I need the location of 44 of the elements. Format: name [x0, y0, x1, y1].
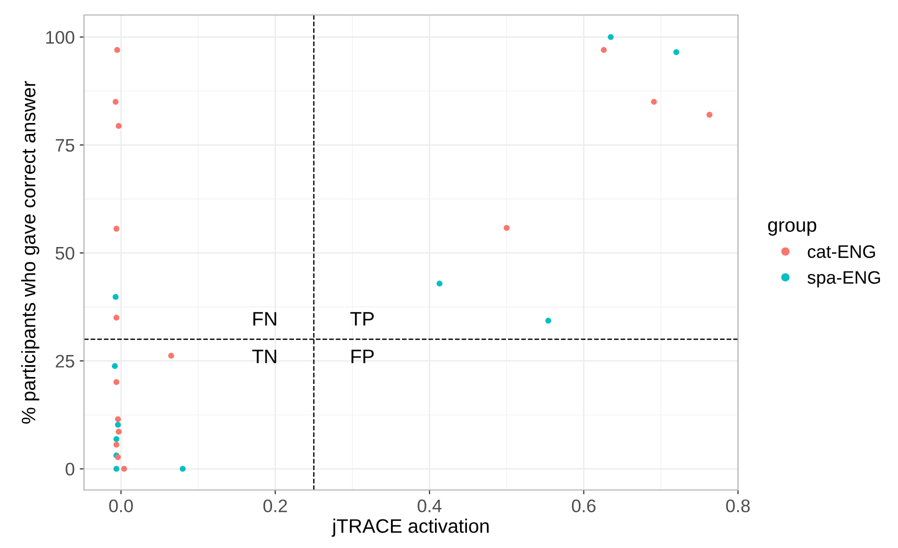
point: [706, 112, 712, 118]
point: [112, 363, 118, 370]
y-tick-label: 75: [56, 139, 74, 152]
point: [545, 318, 552, 324]
x-tick-label: 0.0: [109, 500, 133, 512]
legend-title: group: [768, 221, 816, 236]
annotation: FP: [352, 350, 374, 364]
point: [121, 466, 128, 472]
point: [650, 98, 657, 105]
y-tick-label: 0: [66, 462, 74, 476]
point: [113, 226, 120, 232]
point: [113, 442, 120, 448]
point: [116, 428, 122, 435]
point: [114, 422, 121, 428]
x-tick-label: 0.8: [726, 500, 750, 512]
point: [113, 436, 120, 442]
x-tick-label: 0.4: [418, 500, 442, 512]
x-tick-label: 0.2: [263, 500, 287, 512]
y-axis-title: % participants who gave correct answer: [21, 80, 40, 424]
point: [114, 416, 121, 422]
y-tick-label: 50: [56, 246, 74, 260]
point: [168, 352, 174, 359]
point: [504, 224, 510, 231]
point: [116, 123, 122, 129]
point: [114, 47, 120, 53]
point: [608, 34, 614, 40]
x-axis-title: jTRACE activation: [332, 518, 489, 537]
legend-label: cat-ENG: [808, 245, 875, 258]
point: [113, 379, 120, 385]
point: [112, 98, 119, 105]
point: [180, 466, 186, 472]
point: [112, 294, 119, 300]
annotation: TP: [350, 312, 374, 326]
point: [113, 314, 120, 321]
annotation: TN: [252, 350, 276, 364]
x-tick-label: 0.6: [572, 500, 596, 512]
y-tick-label: 25: [56, 354, 74, 368]
point: [436, 280, 442, 287]
legend-label: spa-ENG: [808, 271, 880, 288]
y-tick-label: 100: [46, 30, 74, 44]
point: [673, 49, 680, 56]
point: [113, 466, 120, 472]
point: [600, 47, 607, 53]
annotation: FN: [253, 312, 276, 326]
